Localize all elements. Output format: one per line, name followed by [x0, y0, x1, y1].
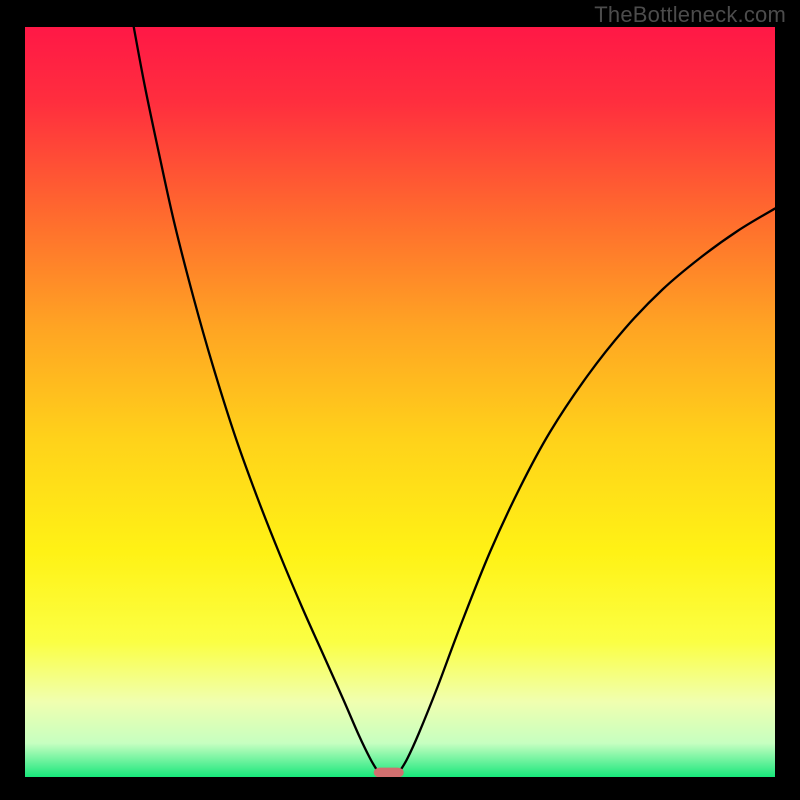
bottleneck-plot	[25, 27, 775, 777]
watermark-text: TheBottleneck.com	[594, 2, 786, 28]
chart-stage: TheBottleneck.com	[0, 0, 800, 800]
plot-background	[25, 27, 775, 777]
minimum-marker	[374, 768, 404, 777]
